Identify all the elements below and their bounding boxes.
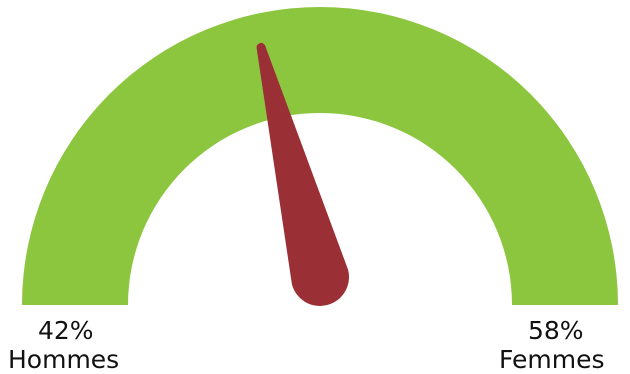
hommes-label: Hommes [8,345,120,374]
gauge-arc [22,7,618,305]
femmes-percent-label: 58% [528,316,584,345]
gauge-needle [256,42,349,306]
hommes-percent-label: 42% [38,316,94,345]
femmes-label: Femmes [499,345,605,374]
